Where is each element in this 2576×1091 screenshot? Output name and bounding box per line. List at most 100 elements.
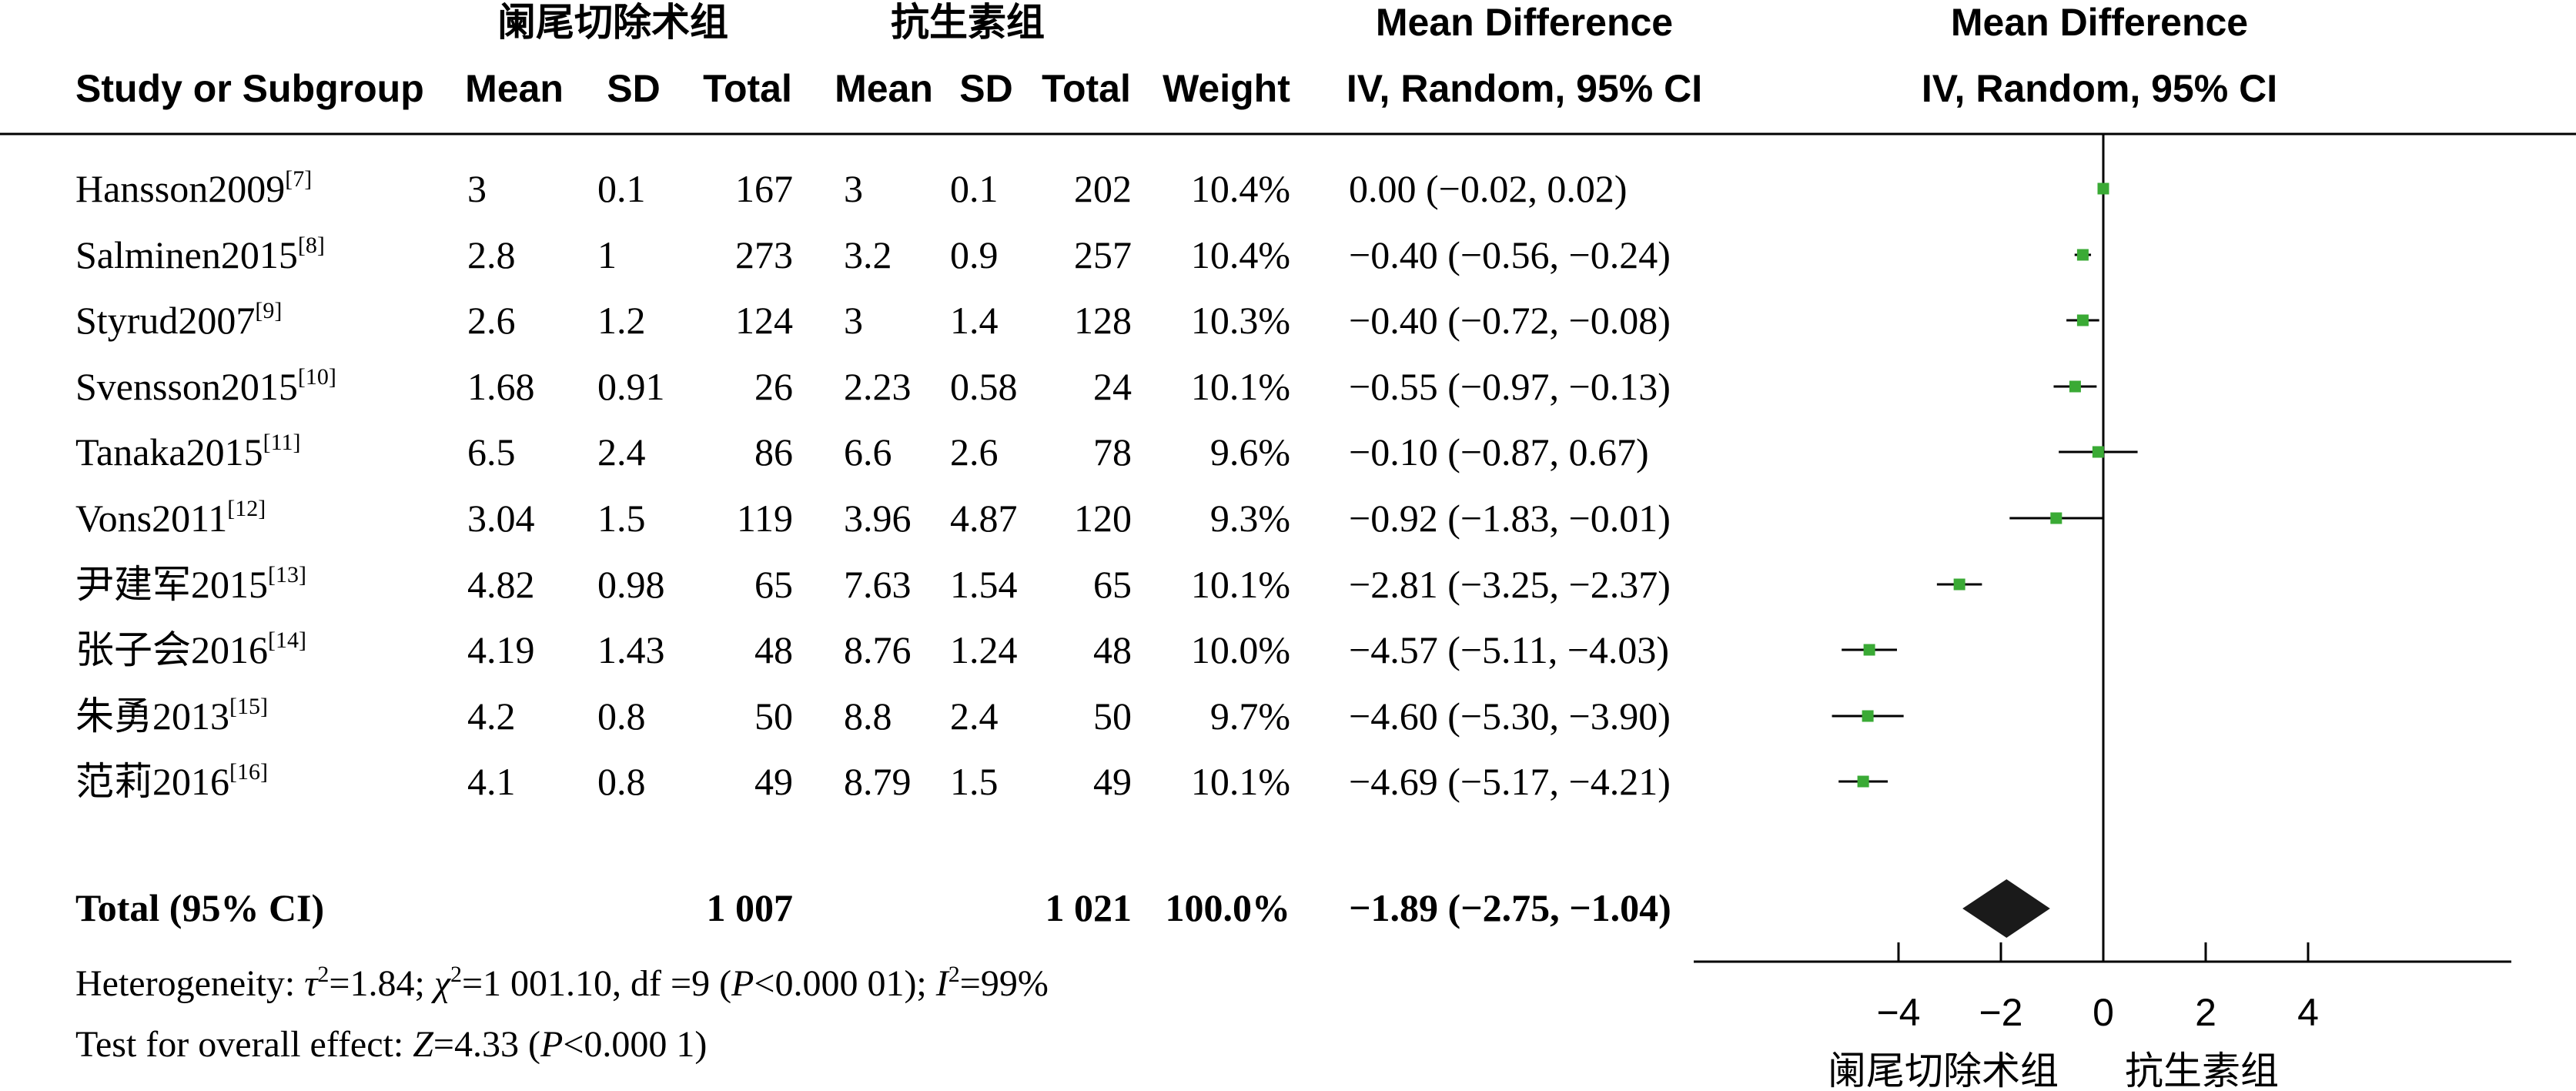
plot-ci-header: IV, Random, 95% CI bbox=[1922, 67, 2277, 110]
study-ci: −0.10 (−0.87, 0.67) bbox=[1349, 430, 1649, 474]
study-total2: 128 bbox=[1074, 299, 1132, 342]
study-total2: 24 bbox=[1093, 365, 1132, 408]
study-rows: Hansson2009[7] 3 0.1 167 3 0.1 202 10.4% 0.00 (−… bbox=[75, 166, 1671, 803]
study-weight: 10.4% bbox=[1191, 233, 1290, 276]
study-sd2: 2.6 bbox=[950, 430, 999, 474]
effect-marker bbox=[2069, 380, 2081, 393]
x-tick-label: −4 bbox=[1876, 991, 1920, 1034]
study-weight: 9.7% bbox=[1210, 694, 1290, 738]
study-ci: −0.55 (−0.97, −0.13) bbox=[1349, 365, 1671, 408]
effect-marker bbox=[2097, 182, 2109, 195]
study-ci: −2.81 (−3.25, −2.37) bbox=[1349, 563, 1671, 606]
study-mean2: 2.23 bbox=[844, 365, 912, 408]
study-mean2: 6.6 bbox=[844, 430, 892, 474]
study-weight: 10.1% bbox=[1191, 760, 1290, 803]
study-total1: 26 bbox=[754, 365, 793, 408]
study-mean1: 2.6 bbox=[467, 299, 516, 342]
study-sd1: 2.4 bbox=[597, 430, 646, 474]
x-axis-ticks: −4 −2 0 2 4 bbox=[1876, 942, 2319, 1034]
study-ci: −4.60 (−5.30, −3.90) bbox=[1349, 694, 1671, 738]
total1-column-header: Total bbox=[703, 67, 792, 110]
study-weight: 9.3% bbox=[1210, 497, 1290, 540]
x-tick-label: 4 bbox=[2297, 991, 2319, 1034]
study-sd2: 0.9 bbox=[950, 233, 999, 276]
effect-marker bbox=[2076, 249, 2089, 261]
sd2-column-header: SD bbox=[959, 67, 1012, 110]
study-total1: 273 bbox=[735, 233, 793, 276]
study-weight: 10.0% bbox=[1191, 628, 1290, 671]
study-mean1: 4.2 bbox=[467, 694, 516, 738]
study-mean1: 4.19 bbox=[467, 628, 535, 671]
study-sd1: 0.98 bbox=[597, 563, 665, 606]
study-total1: 50 bbox=[754, 694, 793, 738]
study-mean2: 3.2 bbox=[844, 233, 892, 276]
study-mean2: 8.8 bbox=[844, 694, 892, 738]
study-row: Hansson2009[7] 3 0.1 167 3 0.1 202 10.4% 0.00 (−… bbox=[75, 166, 1628, 210]
study-total1: 86 bbox=[754, 430, 793, 474]
study-sd1: 0.8 bbox=[597, 694, 646, 738]
study-sd1: 0.1 bbox=[597, 167, 646, 210]
study-name: 朱勇2013[15] bbox=[75, 694, 268, 738]
study-sd1: 1.43 bbox=[597, 628, 665, 671]
study-sd2: 1.4 bbox=[950, 299, 999, 342]
study-sd1: 0.8 bbox=[597, 760, 646, 803]
study-ci: −0.40 (−0.72, −0.08) bbox=[1349, 299, 1671, 342]
study-ci: 0.00 (−0.02, 0.02) bbox=[1349, 167, 1628, 210]
mean2-column-header: Mean bbox=[835, 67, 933, 110]
study-name: 范莉2016[16] bbox=[75, 759, 268, 803]
study-mean2: 7.63 bbox=[844, 563, 912, 606]
study-name: Styrud2007[9] bbox=[75, 298, 282, 342]
study-row: Salminen2015[8] 2.8 1 273 3.2 0.9 257 10.4% −0.4… bbox=[75, 233, 1671, 276]
study-sd1: 1.5 bbox=[597, 497, 646, 540]
total-ci-value: −1.89 (−2.75, −1.04) bbox=[1349, 886, 1671, 929]
study-mean1: 4.82 bbox=[467, 563, 535, 606]
study-total2: 257 bbox=[1074, 233, 1132, 276]
group1-header: 阑尾切除术组 bbox=[497, 1, 728, 44]
study-sd2: 0.58 bbox=[950, 365, 1018, 408]
study-row: Vons2011[12] 3.04 1.5 119 3.96 4.87 120 9.3% −0.… bbox=[75, 496, 1671, 540]
mean-difference-header: Mean Difference bbox=[1376, 1, 1673, 44]
study-total2: 120 bbox=[1074, 497, 1132, 540]
effect-marker bbox=[2092, 446, 2104, 458]
study-sd2: 4.87 bbox=[950, 497, 1018, 540]
effect-marker bbox=[2076, 314, 2089, 326]
study-mean1: 3 bbox=[467, 167, 487, 210]
sd1-column-header: SD bbox=[607, 67, 660, 110]
study-total1: 65 bbox=[754, 563, 793, 606]
study-total2: 65 bbox=[1093, 563, 1132, 606]
study-total1: 124 bbox=[735, 299, 793, 342]
study-weight: 10.3% bbox=[1191, 299, 1290, 342]
study-ci: −4.57 (−5.11, −4.03) bbox=[1349, 628, 1669, 671]
study-total1: 48 bbox=[754, 628, 793, 671]
study-mean1: 1.68 bbox=[467, 365, 535, 408]
effect-marker bbox=[1863, 644, 1875, 656]
study-mean2: 3 bbox=[844, 299, 863, 342]
axis-label-right: 抗生素组 bbox=[2125, 1049, 2279, 1091]
study-total2: 49 bbox=[1093, 760, 1132, 803]
study-total1: 167 bbox=[735, 167, 793, 210]
axis-label-left: 阑尾切除术组 bbox=[1828, 1049, 2059, 1091]
weight-column-header: Weight bbox=[1163, 67, 1290, 110]
effect-marker bbox=[1857, 775, 1869, 788]
study-row: 尹建军2015[13] 4.82 0.98 65 7.63 1.54 65 10.1% −2.8… bbox=[75, 562, 1671, 606]
study-total2: 48 bbox=[1093, 628, 1132, 671]
study-total2: 202 bbox=[1074, 167, 1132, 210]
study-sd1: 0.91 bbox=[597, 365, 665, 408]
study-total1: 119 bbox=[737, 497, 793, 540]
study-column-header: Study or Subgroup bbox=[75, 67, 424, 110]
ci-column-header: IV, Random, 95% CI bbox=[1347, 67, 1702, 110]
total-weight-value: 100.0% bbox=[1166, 886, 1291, 929]
x-tick-label: 0 bbox=[2093, 991, 2114, 1034]
study-sd2: 1.54 bbox=[950, 563, 1018, 606]
mean1-column-header: Mean bbox=[465, 67, 564, 110]
study-mean1: 4.1 bbox=[467, 760, 516, 803]
effect-marker bbox=[1862, 710, 1874, 722]
study-sd2: 1.5 bbox=[950, 760, 999, 803]
total1-value: 1 007 bbox=[707, 886, 794, 929]
study-weight: 10.1% bbox=[1191, 365, 1290, 408]
group2-header: 抗生素组 bbox=[891, 1, 1045, 44]
study-sd2: 0.1 bbox=[950, 167, 999, 210]
study-sd1: 1 bbox=[597, 233, 617, 276]
